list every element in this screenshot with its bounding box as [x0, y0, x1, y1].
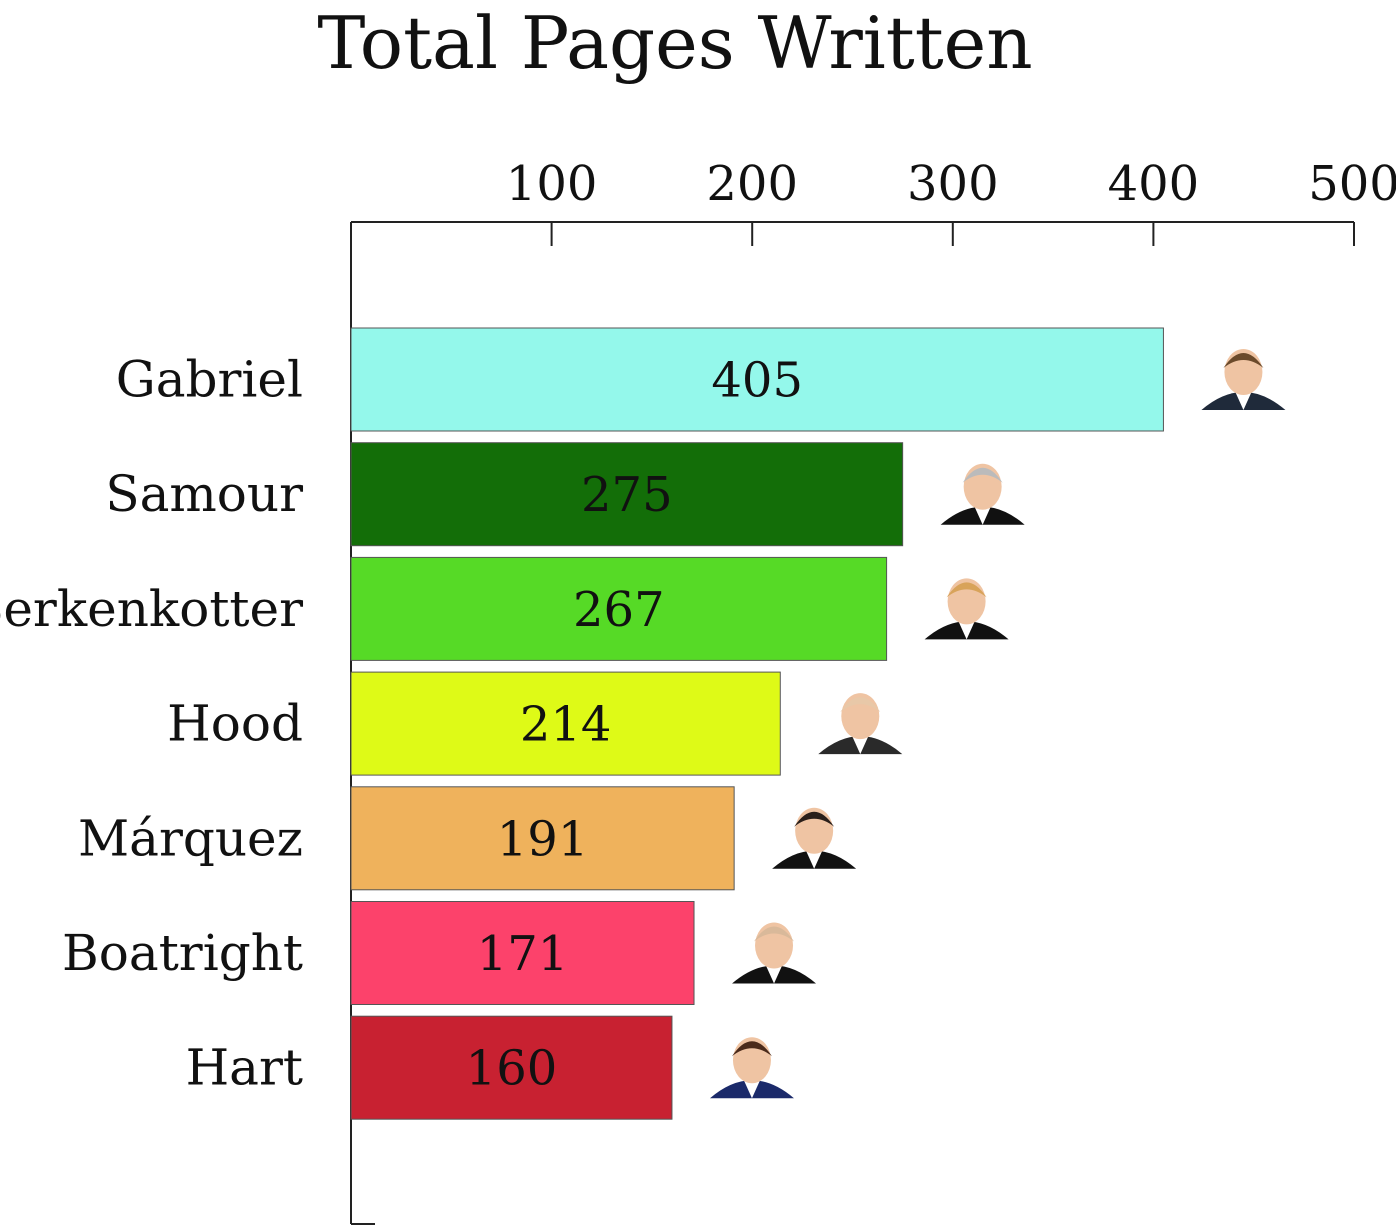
portrait-samour-icon: [940, 463, 1025, 525]
bar-value-label: 160: [466, 1041, 558, 1097]
x-tick-label: 300: [907, 156, 999, 212]
category-label: Márquez: [78, 809, 303, 867]
category-label: Hart: [186, 1039, 303, 1097]
chart-title: Total Pages Written: [317, 1, 1033, 85]
bar: [350, 556, 888, 661]
portrait-berkenkotter-icon: [924, 578, 1009, 640]
x-tick-label: 400: [1108, 156, 1200, 212]
x-axis: 100 200 300 400 500: [350, 156, 1396, 1225]
portrait-boatright-icon: [732, 922, 817, 984]
category-label: Samour: [105, 465, 303, 523]
portrait-hood-icon: [818, 693, 903, 755]
bar: [350, 901, 695, 1005]
category-label: Berkenkotter: [0, 580, 303, 638]
portraits: [709, 349, 1286, 1099]
category-label: Boatright: [62, 924, 303, 982]
x-tick-label: 500: [1308, 156, 1396, 212]
x-tick-label: 200: [706, 156, 798, 212]
bar: [350, 1015, 673, 1120]
bar: [350, 442, 904, 547]
portrait-marquez-icon: [772, 807, 857, 869]
bar: [350, 671, 781, 776]
bar: [350, 786, 735, 891]
bar-value-label: 171: [477, 926, 569, 982]
portrait-gabriel-icon: [1201, 349, 1286, 410]
category-label: Hood: [167, 695, 303, 753]
bars: 405 Gabriel 275 Samour 267 Berkenkotter 214 Hoo…: [0, 327, 1164, 1120]
portrait-hart-icon: [709, 1037, 794, 1099]
x-tick-label: 100: [506, 156, 598, 212]
bar-value-label: 275: [581, 467, 673, 523]
bar-value-label: 191: [497, 811, 589, 867]
bar: [350, 327, 1164, 432]
bar-value-label: 214: [520, 697, 612, 753]
bar-value-label: 405: [711, 353, 803, 409]
category-label: Gabriel: [116, 351, 303, 409]
bar-value-label: 267: [573, 582, 665, 638]
